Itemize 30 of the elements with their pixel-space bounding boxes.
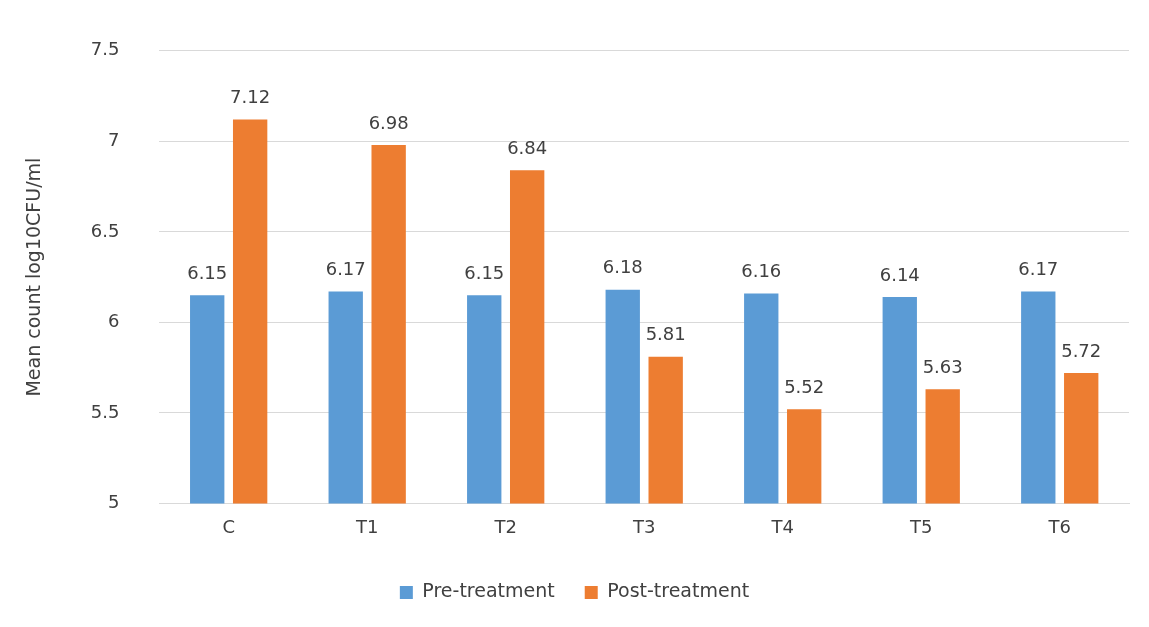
- x-tick-label: T5: [909, 515, 933, 537]
- legend-label: Post-treatment: [607, 579, 750, 602]
- data-label: 5.81: [645, 323, 686, 345]
- data-label: 7.12: [230, 86, 271, 108]
- data-label: 6.15: [464, 261, 505, 283]
- data-label: 6.84: [507, 136, 548, 158]
- y-axis-title: Mean count log10CFU/ml: [22, 157, 45, 397]
- data-label: 5.52: [784, 375, 825, 397]
- x-tick-label: T1: [354, 515, 379, 537]
- y-tick-label: 5: [107, 491, 120, 513]
- data-label: 5.63: [922, 356, 963, 378]
- y-tick-label: 7.5: [90, 38, 120, 60]
- x-tick-label: T4: [770, 515, 794, 537]
- data-label: 6.18: [602, 256, 643, 278]
- data-label: 6.17: [1018, 258, 1059, 280]
- data-label: 6.15: [187, 261, 228, 283]
- y-tick-label: 5.5: [90, 400, 120, 422]
- data-label: 6.14: [879, 263, 920, 285]
- data-label: 5.72: [1061, 339, 1102, 361]
- data-label: 6.16: [741, 260, 782, 282]
- y-tick-label: 6: [107, 310, 120, 332]
- x-tick-label: C: [222, 515, 235, 537]
- data-label: 6.17: [325, 258, 366, 280]
- y-tick-label: 7: [107, 128, 120, 150]
- x-tick-label: T2: [493, 515, 517, 537]
- legend-label: Pre-treatment: [422, 579, 555, 602]
- data-label: 6.98: [368, 111, 409, 133]
- x-tick-label: T6: [1047, 515, 1071, 537]
- y-tick-label: 6.5: [90, 219, 120, 241]
- x-tick-label: T3: [631, 515, 656, 537]
